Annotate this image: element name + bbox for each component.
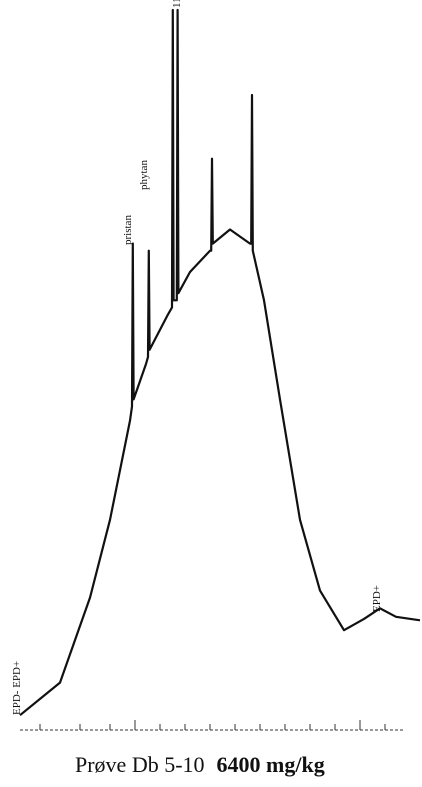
peak-label: EPD- EPD+	[11, 661, 23, 715]
peak-label: pristan	[122, 215, 134, 245]
peak-label: EPD+	[371, 585, 383, 612]
peak-label: phytan	[138, 160, 150, 190]
trace	[19, 8, 421, 717]
peak-label: 11.74	[171, 0, 183, 8]
caption-text: Prøve Db 5-10	[75, 752, 205, 777]
axis-ticks	[39, 720, 386, 730]
caption-bold: 6400 mg/kg	[217, 752, 325, 777]
caption: Prøve Db 5-10 6400 mg/kg	[75, 752, 325, 777]
